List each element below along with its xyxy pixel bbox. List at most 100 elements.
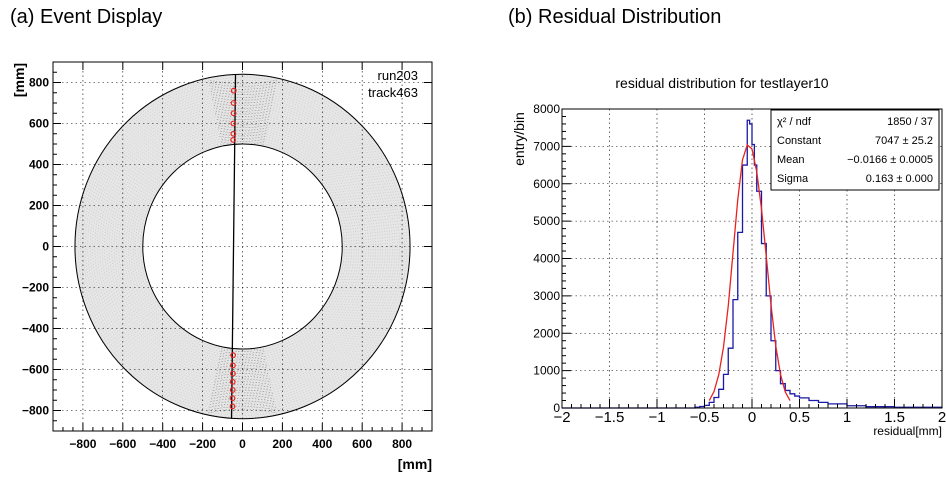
cell-ring	[130, 131, 355, 362]
stats-label: χ² / ndf	[777, 116, 812, 128]
hit-point	[230, 110, 237, 117]
y-tick-label: −400	[22, 322, 49, 336]
cell-ring	[94, 94, 391, 399]
active-cell-arc	[216, 121, 269, 126]
grid	[53, 62, 432, 431]
run-annotation: run203	[378, 68, 418, 83]
x-tick-label: −600	[109, 437, 136, 451]
active-cell-arc	[214, 110, 271, 115]
active-cell-arc	[213, 381, 272, 386]
active-cell-arc	[210, 398, 275, 402]
active-cell-arc	[210, 91, 275, 95]
active-cell-arc	[208, 82, 277, 87]
active-cell-arc	[213, 384, 272, 388]
active-cell-arc	[209, 400, 276, 405]
hit-point	[230, 362, 236, 369]
stats-value: 0.163 ± 0.000	[866, 173, 933, 185]
y-tick-label: 0	[42, 240, 49, 254]
y-axis-label: [mm]	[11, 63, 27, 97]
y-tick-label: 7000	[533, 139, 560, 153]
stats-label: Mean	[777, 154, 805, 166]
chamber-band	[74, 74, 411, 419]
y-tick-label: 4000	[533, 252, 560, 266]
active-cell-arc	[211, 96, 274, 101]
cell-ring	[89, 89, 396, 404]
hit-point	[229, 395, 236, 402]
hit-point	[230, 130, 237, 137]
active-cell-arc	[217, 362, 268, 366]
cell-ring	[128, 128, 357, 365]
active-cell-arc	[209, 403, 276, 408]
hit-point	[230, 352, 237, 359]
x-tick-label: −1	[648, 409, 665, 426]
x-tick-label: −2	[553, 409, 570, 426]
stats-value: 7047 ± 25.2	[875, 135, 933, 147]
x-tick-label: −800	[69, 437, 96, 451]
y-tick-label: 2000	[533, 326, 560, 340]
y-tick-label: 1000	[533, 364, 560, 378]
cell-ring	[125, 126, 360, 367]
x-tick-label: −400	[149, 437, 176, 451]
active-cell-arc	[212, 389, 273, 394]
y-tick-label: 600	[29, 117, 49, 131]
active-cell-arc	[213, 107, 272, 112]
cell-ring	[99, 99, 386, 394]
active-cell-arc	[220, 138, 265, 142]
gaussian-fit-curve	[708, 143, 791, 401]
hit-point	[229, 403, 236, 410]
active-cell-arc	[209, 88, 276, 93]
y-tick-label: 8000	[533, 102, 560, 116]
x-tick-label: 1.5	[884, 409, 905, 426]
hit-point	[229, 378, 236, 385]
active-cell-arc	[216, 367, 269, 372]
x-tick-label: −200	[189, 437, 216, 451]
active-cell-arc	[218, 130, 267, 134]
cell-ring	[109, 109, 376, 384]
cell-ring	[92, 92, 393, 401]
x-tick-label: 1	[843, 409, 851, 426]
active-cell-arc	[213, 105, 272, 109]
hit-point	[230, 100, 237, 106]
cell-ring	[132, 133, 353, 360]
hit-point	[230, 87, 237, 94]
cell-ring	[87, 87, 398, 406]
histogram-title: residual distribution for testlayer10	[615, 75, 828, 91]
x-tick-label: −1.5	[595, 409, 625, 426]
stats-value: −0.0166 ± 0.0005	[847, 154, 933, 166]
y-tick-label: −200	[22, 281, 49, 295]
x-tick-label: −0.5	[690, 409, 720, 426]
hit-point	[230, 120, 237, 127]
x-tick-label: 400	[312, 437, 332, 451]
x-tick-label: 600	[352, 437, 372, 451]
y-tick-label: 200	[29, 199, 49, 213]
cell-ring	[113, 114, 372, 379]
x-tick-label: 800	[392, 437, 412, 451]
cell-ring	[118, 119, 367, 374]
active-cell-arc	[211, 392, 274, 397]
track-annotation: track463	[368, 85, 418, 100]
y-tick-label: −600	[22, 363, 49, 377]
active-cell-arc	[215, 116, 270, 120]
x-tick-label: 200	[272, 437, 292, 451]
y-tick-label: 0	[553, 401, 560, 415]
active-cell-arc	[208, 406, 277, 411]
y-tick-label: 3000	[533, 289, 560, 303]
caption-residual-distribution: (b) Residual Distribution	[508, 6, 722, 28]
x-axis-label: residual[mm]	[873, 424, 942, 438]
stats-label: Constant	[777, 135, 821, 147]
active-cell-arc	[214, 375, 271, 380]
y-tick-label: 400	[29, 158, 49, 172]
stats-value: 1850 / 37	[887, 116, 933, 128]
y-axis-label: entry/bin	[511, 112, 527, 166]
hit-point	[230, 136, 237, 143]
x-tick-label: 0	[239, 437, 246, 451]
active-cell-arc	[220, 351, 265, 355]
histogram-steps	[562, 119, 943, 409]
y-tick-label: 800	[29, 76, 49, 90]
x-axis-label: [mm]	[398, 456, 432, 472]
cell-ring	[104, 104, 381, 389]
y-tick-label: 5000	[533, 214, 560, 228]
cell-ring	[77, 77, 408, 416]
